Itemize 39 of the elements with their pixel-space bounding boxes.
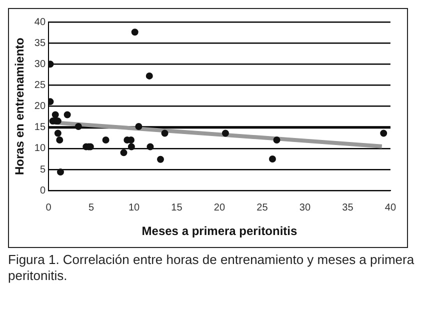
point <box>64 111 71 118</box>
point <box>161 130 168 137</box>
y-tick-label: 10 <box>34 143 46 154</box>
point <box>146 143 154 150</box>
point <box>56 136 64 144</box>
point <box>157 156 164 163</box>
x-tick-label: 5 <box>88 202 94 214</box>
x-tick-label: 25 <box>256 202 268 214</box>
y-tick-label: 25 <box>34 80 46 91</box>
point <box>120 149 128 156</box>
point <box>56 168 64 176</box>
x-tick-label: 40 <box>384 202 396 214</box>
point <box>54 130 62 137</box>
text: Figura 1. Correlación entre horas de entrenamiento y meses a primera peritonitis. <box>8 252 416 284</box>
y-axis-title: Horas en entrenamiento <box>12 38 27 175</box>
point <box>102 136 110 144</box>
y-tick-label: 40 <box>34 16 46 28</box>
point <box>268 155 276 162</box>
point <box>131 28 138 36</box>
y-tick-label: 30 <box>34 58 46 70</box>
point <box>128 143 135 150</box>
point <box>380 130 388 137</box>
point <box>52 111 59 118</box>
point <box>146 72 153 80</box>
point <box>135 123 142 130</box>
x-tick-label: 10 <box>128 202 140 214</box>
x-tick-label: 20 <box>214 202 226 214</box>
x-axis-title: Meses a primera peritonitis <box>142 224 298 238</box>
y-tick-label: 35 <box>34 38 46 49</box>
x-tick-label: 30 <box>299 202 311 214</box>
point <box>74 123 82 130</box>
x-tick-label: 15 <box>171 202 183 214</box>
x-tick-label: 35 <box>342 202 354 214</box>
point <box>273 136 280 144</box>
point <box>222 130 229 137</box>
y-tick-label: 20 <box>34 101 46 112</box>
y-tick-label: 0 <box>40 185 46 196</box>
y-tick-label: 5 <box>40 164 46 176</box>
y-tick-label: 15 <box>34 122 46 134</box>
